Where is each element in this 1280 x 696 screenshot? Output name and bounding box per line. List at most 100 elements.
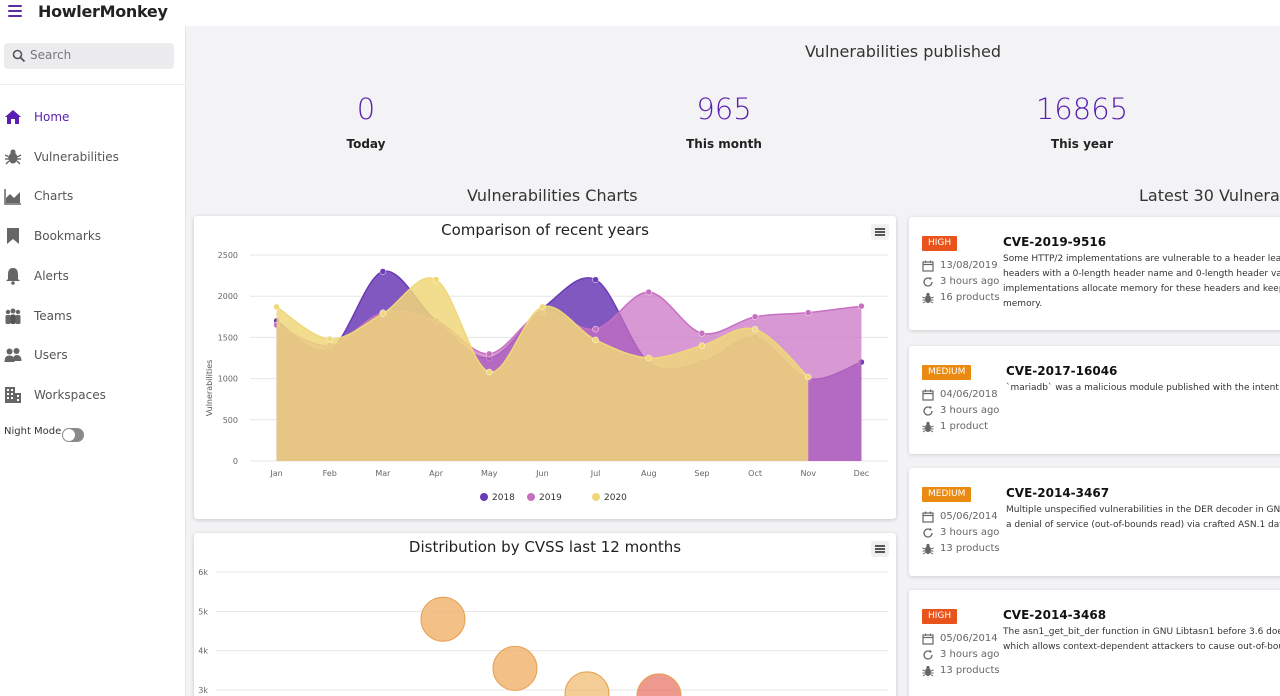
updated-text: 3 hours ago — [940, 527, 1000, 538]
bug-icon — [4, 149, 22, 165]
description-line: a denial of service (out-of-bounds read)… — [1006, 520, 1280, 530]
updated-time: 3 hours ago — [922, 527, 1002, 539]
sidebar-item-label: Home — [34, 110, 70, 124]
data-point — [326, 335, 333, 343]
y-tick-label: 3k — [198, 686, 208, 695]
description-line: headers with a 0-length header name and … — [1003, 269, 1280, 279]
y-tick-label: 0 — [233, 457, 238, 466]
x-tick-label: Sep — [694, 469, 709, 478]
data-point — [379, 268, 387, 275]
cve-id[interactable]: CVE-2014-3467 — [1006, 486, 1110, 500]
refresh-icon — [923, 276, 933, 287]
divider — [0, 84, 186, 85]
sidebar-item-charts[interactable]: Charts — [0, 181, 186, 211]
refresh-icon — [923, 527, 933, 538]
hamburger-menu-icon[interactable] — [8, 5, 22, 17]
calendar-icon — [922, 511, 934, 523]
severity-badge: MEDIUM — [922, 487, 972, 502]
vulnerability-card[interactable]: HIGH CVE-2019-9516 13/08/2019 3 hours ago 16… — [909, 217, 1280, 330]
data-point — [379, 310, 387, 317]
sidebar: Search Home Vulnerabilities Charts Bookm… — [0, 26, 186, 696]
vulnerability-card[interactable]: HIGH CVE-2014-3468 05/06/2014 3 hours ago 13… — [909, 590, 1280, 696]
x-tick-label: Dec — [854, 469, 869, 478]
stat-month-label: This month — [686, 137, 762, 151]
sidebar-item-workspaces[interactable]: Workspaces — [0, 380, 186, 410]
x-tick-label: Jul — [590, 469, 601, 478]
sidebar-item-vulnerabilities[interactable]: Vulnerabilities — [0, 142, 186, 172]
bug-icon — [922, 543, 934, 555]
toggle-knob — [63, 429, 75, 441]
updated-text: 3 hours ago — [940, 649, 1000, 660]
chart-menu-button[interactable] — [871, 541, 889, 557]
sidebar-item-users[interactable]: Users — [0, 340, 186, 370]
sidebar-item-label: Alerts — [34, 269, 69, 283]
description-line: Multiple unspecified vulnerabilities in … — [1006, 505, 1280, 515]
cve-id[interactable]: CVE-2014-3468 — [1003, 608, 1107, 622]
cve-id[interactable]: CVE-2017-16046 — [1006, 364, 1118, 378]
series-line-2020 — [276, 277, 809, 378]
calendar-icon — [922, 260, 934, 272]
vulnerability-card[interactable]: MEDIUM CVE-2017-16046 04/06/2018 3 hours ag… — [909, 346, 1280, 454]
sidebar-item-teams[interactable]: Teams — [0, 301, 186, 331]
night-mode-toggle[interactable] — [62, 428, 84, 442]
description-line: The asn1_get_bit_der function in GNU Lib… — [1003, 627, 1280, 637]
y-tick-label: 1000 — [218, 375, 238, 384]
sidebar-item-home[interactable]: Home — [0, 102, 186, 132]
search-icon — [12, 49, 26, 63]
refresh-icon — [923, 649, 933, 660]
comparison-chart: 0 500 1000 1500 2000 2500 Jan Feb Mar Apr May Jun Ju… — [205, 251, 888, 503]
products-text: 1 product — [940, 421, 989, 432]
products-text: 13 products — [940, 543, 1000, 554]
data-point — [432, 276, 440, 283]
night-mode-label: Night Mode — [4, 426, 62, 437]
cve-id[interactable]: CVE-2019-9516 — [1003, 235, 1107, 249]
sidebar-item-bookmarks[interactable]: Bookmarks — [0, 221, 186, 251]
users-icon — [4, 348, 22, 362]
chart-title: Distribution by CVSS last 12 months — [408, 538, 682, 556]
description-line: `mariadb` was a malicious module publish… — [1006, 383, 1280, 393]
home-icon — [5, 110, 21, 124]
cvss-bubble-chart: 3k 4k 5k 6k — [198, 568, 888, 696]
description-line: Some HTTP/2 implementations are vulnerab… — [1003, 254, 1280, 264]
vulnerability-card[interactable]: MEDIUM CVE-2014-3467 05/06/2014 3 hours ago… — [909, 468, 1280, 576]
chart-menu-button[interactable] — [871, 224, 889, 240]
sidebar-item-label: Workspaces — [34, 388, 106, 402]
data-point — [273, 303, 280, 311]
date-text: 05/06/2014 — [940, 511, 998, 522]
severity-badge: MEDIUM — [922, 365, 972, 380]
data-point — [592, 276, 599, 283]
sidebar-item-label: Bookmarks — [34, 229, 102, 243]
sidebar-item-label: Vulnerabilities — [34, 150, 119, 164]
search-input[interactable]: Search — [4, 43, 174, 69]
data-point — [858, 302, 865, 310]
stat-today-label: Today — [346, 137, 386, 151]
stat-today-value: 0 — [356, 92, 376, 126]
y-tick-label: 4k — [198, 647, 208, 656]
search-placeholder: Search — [30, 48, 72, 62]
data-point — [645, 354, 652, 362]
products-text: 13 products — [940, 665, 1000, 676]
refresh-icon — [923, 405, 933, 416]
calendar-icon — [922, 633, 934, 645]
legend-marker — [480, 493, 488, 501]
sidebar-item-label: Teams — [34, 309, 72, 323]
data-point — [486, 368, 493, 376]
published-date: 04/06/2018 — [922, 389, 1002, 401]
data-point — [751, 325, 759, 333]
bubble-point — [420, 596, 466, 642]
sidebar-item-label: Users — [34, 348, 68, 362]
team-icon — [5, 308, 21, 324]
stat-month-value: 965 — [696, 92, 752, 126]
severity-badge: HIGH — [922, 609, 958, 624]
app-title: HowlerMonkey — [38, 2, 168, 21]
bubble-point — [492, 645, 538, 691]
sidebar-item-alerts[interactable]: Alerts — [0, 261, 186, 291]
y-tick-label: 5k — [198, 607, 208, 616]
y-tick-label: 1500 — [218, 333, 238, 342]
x-tick-label: Nov — [800, 469, 816, 478]
stats-title: Vulnerabilities published — [804, 42, 1002, 61]
bell-icon — [6, 268, 20, 285]
x-tick-label: Oct — [748, 469, 762, 478]
date-text: 04/06/2018 — [940, 389, 998, 400]
affected-products: 13 products — [922, 543, 1002, 555]
